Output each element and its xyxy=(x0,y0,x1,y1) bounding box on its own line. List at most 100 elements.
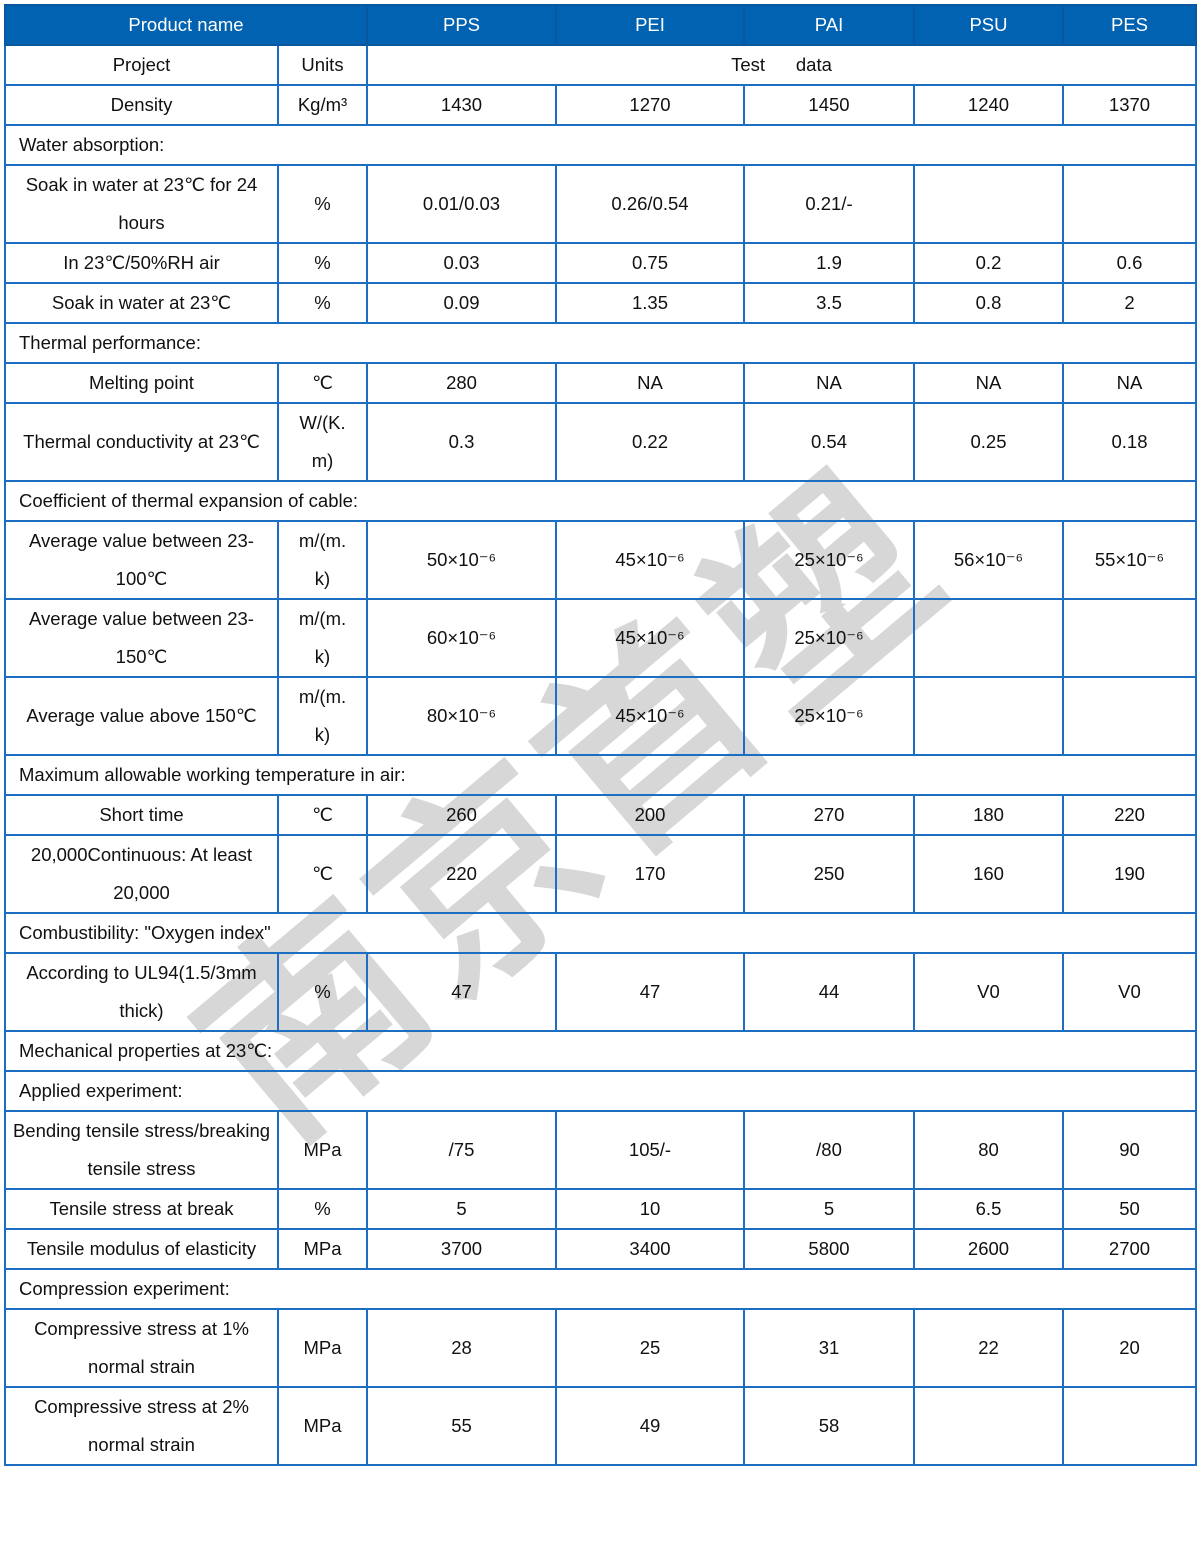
section-row: Maximum allowable working temperature in… xyxy=(4,754,1197,796)
unit-cell: ℃ xyxy=(277,362,368,404)
value-cell: 55×10⁻⁶ xyxy=(1062,520,1197,600)
value-cell: 200 xyxy=(555,794,745,836)
table-row: Soak in water at 23℃% 0.09 1.35 3.5 0.8 2 xyxy=(4,282,1197,324)
unit-cell: MPa xyxy=(277,1386,368,1466)
product-header: PAI xyxy=(743,4,915,46)
properties-table: Product name PPS PEI PAI PSU PES Project… xyxy=(4,4,1197,1466)
table-row: Bending tensile stress/breaking tensile … xyxy=(4,1110,1197,1190)
unit-cell: W/(K. m) xyxy=(277,402,368,482)
value-cell: 3.5 xyxy=(743,282,915,324)
value-cell xyxy=(913,598,1064,678)
value-cell: 80 xyxy=(913,1110,1064,1190)
property-label: Soak in water at 23℃ for 24 hours xyxy=(4,164,279,244)
table-row: Tensile stress at break% 5 10 5 6.5 50 xyxy=(4,1188,1197,1230)
unit-cell: m/(m. k) xyxy=(277,676,368,756)
value-cell: 270 xyxy=(743,794,915,836)
section-title: Water absorption: xyxy=(4,124,1197,166)
unit-cell: MPa xyxy=(277,1110,368,1190)
value-cell: 0.21/- xyxy=(743,164,915,244)
value-cell xyxy=(913,164,1064,244)
value-cell: 58 xyxy=(743,1386,915,1466)
value-cell: 25 xyxy=(555,1308,745,1388)
value-cell: 0.22 xyxy=(555,402,745,482)
value-cell xyxy=(1062,676,1197,756)
value-cell: 220 xyxy=(366,834,557,914)
value-cell: NA xyxy=(555,362,745,404)
value-cell: 1430 xyxy=(366,84,557,126)
value-cell: 1.9 xyxy=(743,242,915,284)
product-header: PEI xyxy=(555,4,745,46)
value-cell: 28 xyxy=(366,1308,557,1388)
value-cell: 170 xyxy=(555,834,745,914)
value-cell: 25×10⁻⁶ xyxy=(743,676,915,756)
value-cell: 45×10⁻⁶ xyxy=(555,676,745,756)
property-label: Short time xyxy=(4,794,279,836)
value-cell: 0.2 xyxy=(913,242,1064,284)
section-row: Thermal performance: xyxy=(4,322,1197,364)
value-cell: 160 xyxy=(913,834,1064,914)
value-cell: 0.18 xyxy=(1062,402,1197,482)
section-row: Water absorption: xyxy=(4,124,1197,166)
value-cell xyxy=(1062,1386,1197,1466)
value-cell: 0.01/0.03 xyxy=(366,164,557,244)
unit-cell: ℃ xyxy=(277,794,368,836)
table-row: Compressive stress at 1% normal strain MP… xyxy=(4,1308,1197,1388)
value-cell xyxy=(913,676,1064,756)
value-cell: 25×10⁻⁶ xyxy=(743,598,915,678)
unit-cell: Kg/m³ xyxy=(277,84,368,126)
value-cell: 47 xyxy=(366,952,557,1032)
section-title: Coefficient of thermal expansion of cabl… xyxy=(4,480,1197,522)
value-cell: 220 xyxy=(1062,794,1197,836)
value-cell: 80×10⁻⁶ xyxy=(366,676,557,756)
value-cell: 10 xyxy=(555,1188,745,1230)
unit-cell: m/(m. k) xyxy=(277,520,368,600)
property-label: Compressive stress at 2% normal strain xyxy=(4,1386,279,1466)
value-cell: 0.54 xyxy=(743,402,915,482)
value-cell: 49 xyxy=(555,1386,745,1466)
value-cell: 31 xyxy=(743,1308,915,1388)
subheader-row: Project Units Test data xyxy=(4,44,1197,86)
value-cell: 47 xyxy=(555,952,745,1032)
test-data-header: Test data xyxy=(366,44,1197,86)
property-label: Average value between 23-100℃ xyxy=(4,520,279,600)
value-cell: 1.35 xyxy=(555,282,745,324)
value-cell: 0.09 xyxy=(366,282,557,324)
value-cell: 1270 xyxy=(555,84,745,126)
value-cell: 1240 xyxy=(913,84,1064,126)
value-cell: 56×10⁻⁶ xyxy=(913,520,1064,600)
value-cell: 190 xyxy=(1062,834,1197,914)
property-label: Melting point xyxy=(4,362,279,404)
table-row: Tensile modulus of elasticity MPa 3700 3400… xyxy=(4,1228,1197,1270)
value-cell xyxy=(913,1386,1064,1466)
value-cell: 0.03 xyxy=(366,242,557,284)
value-cell: NA xyxy=(1062,362,1197,404)
property-label: Density xyxy=(4,84,279,126)
property-label: In 23℃/50%RH air xyxy=(4,242,279,284)
value-cell: 50×10⁻⁶ xyxy=(366,520,557,600)
section-title: Combustibility: "Oxygen index" xyxy=(4,912,1197,954)
table-row: Average value between 23-100℃ m/(m. k) 50×… xyxy=(4,520,1197,600)
value-cell: 1370 xyxy=(1062,84,1197,126)
property-label: According to UL94(1.5/3mm thick) xyxy=(4,952,279,1032)
section-row: Mechanical properties at 23℃: xyxy=(4,1030,1197,1072)
property-label: Tensile stress at break xyxy=(4,1188,279,1230)
value-cell: 250 xyxy=(743,834,915,914)
table-row: According to UL94(1.5/3mm thick)% 47 47 44 V… xyxy=(4,952,1197,1032)
value-cell: 22 xyxy=(913,1308,1064,1388)
property-label: Tensile modulus of elasticity xyxy=(4,1228,279,1270)
unit-cell: % xyxy=(277,1188,368,1230)
value-cell: NA xyxy=(743,362,915,404)
header-row: Product name PPS PEI PAI PSU PES xyxy=(4,4,1197,46)
table-row: Melting point ℃ 280 NA NA NA NA xyxy=(4,362,1197,404)
unit-cell: % xyxy=(277,282,368,324)
section-title: Applied experiment: xyxy=(4,1070,1197,1112)
unit-cell: MPa xyxy=(277,1308,368,1388)
section-row: Compression experiment: xyxy=(4,1268,1197,1310)
value-cell: 44 xyxy=(743,952,915,1032)
value-cell: 105/- xyxy=(555,1110,745,1190)
table-row: 20,000Continuous: At least 20,000 ℃ 220 170… xyxy=(4,834,1197,914)
table-row: Short time ℃ 260 200 270 180 220 xyxy=(4,794,1197,836)
section-title: Mechanical properties at 23℃: xyxy=(4,1030,1197,1072)
value-cell: 45×10⁻⁶ xyxy=(555,598,745,678)
table-row: Soak in water at 23℃ for 24 hours% 0.01/0… xyxy=(4,164,1197,244)
